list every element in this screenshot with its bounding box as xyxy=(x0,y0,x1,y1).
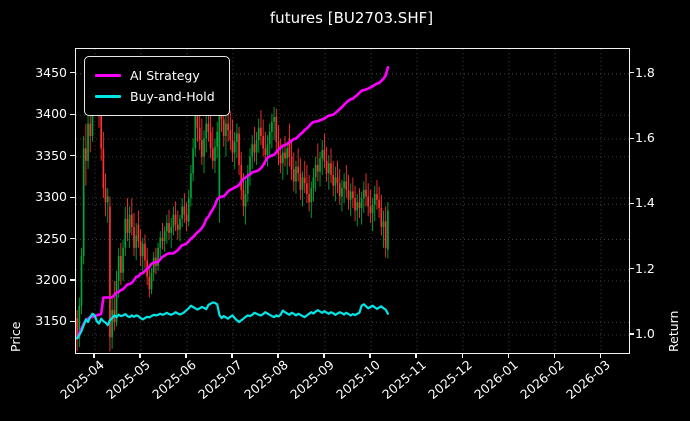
date-tick-label: 2026-02 xyxy=(517,357,567,403)
plot-area: AI Strategy Buy-and-Hold xyxy=(75,48,630,354)
date-tick-mark xyxy=(93,353,95,358)
price-tick-mark xyxy=(70,196,75,198)
return-tick-label: 1.8 xyxy=(635,64,655,80)
date-tick-mark xyxy=(553,353,555,358)
return-tick-mark xyxy=(629,202,634,205)
price-tick-mark xyxy=(70,279,75,281)
date-tick-mark xyxy=(369,353,371,358)
date-tick-label: 2025-11 xyxy=(379,357,429,403)
return-tick-mark xyxy=(629,333,634,335)
price-tick-label: 3200 xyxy=(35,271,67,287)
ai-strategy-line-swatch xyxy=(95,73,121,78)
buy-and-hold-line-swatch xyxy=(95,94,121,99)
legend-label-buy-and-hold: Buy-and-Hold xyxy=(130,89,215,104)
price-tick-mark xyxy=(70,237,75,240)
date-tick-label: 2025-07 xyxy=(195,357,245,403)
price-tick-label: 3450 xyxy=(35,64,67,80)
date-tick-mark xyxy=(277,353,279,358)
price-tick-label: 3400 xyxy=(35,106,67,122)
return-tick-label: 1.4 xyxy=(635,195,655,211)
return-tick-mark xyxy=(629,72,634,74)
price-tick-label: 3350 xyxy=(35,147,67,163)
price-tick-mark xyxy=(70,320,75,322)
price-tick-mark xyxy=(70,155,75,157)
date-tick-mark xyxy=(231,353,233,358)
price-tick-label: 3250 xyxy=(35,230,67,246)
return-tick-label: 1.2 xyxy=(635,260,655,276)
price-tick-label: 3300 xyxy=(35,189,67,205)
date-tick-label: 2025-06 xyxy=(149,357,199,403)
chart-title: futures [BU2703.SHF] xyxy=(269,9,434,27)
date-tick-mark xyxy=(461,353,463,358)
date-tick-label: 2025-04 xyxy=(57,357,107,403)
date-tick-label: 2025-05 xyxy=(103,357,153,403)
legend-label-ai-strategy: AI Strategy xyxy=(130,68,200,83)
date-tick-label: 2026-01 xyxy=(471,357,521,403)
legend: AI Strategy Buy-and-Hold xyxy=(84,56,230,116)
date-tick-label: 2025-09 xyxy=(287,357,337,403)
date-tick-label: 2026-03 xyxy=(563,357,613,403)
date-tick-label: 2025-10 xyxy=(333,357,383,403)
return-tick-mark xyxy=(629,137,634,139)
date-tick-mark xyxy=(507,353,509,358)
date-tick-label: 2025-12 xyxy=(425,357,475,403)
return-tick-label: 1.6 xyxy=(635,130,655,146)
date-tick-mark xyxy=(185,353,187,358)
date-tick-label: 2025-08 xyxy=(241,357,291,403)
date-tick-mark xyxy=(323,353,325,358)
price-tick-mark xyxy=(70,113,75,115)
date-tick-mark xyxy=(599,353,601,358)
date-tick-mark xyxy=(415,353,417,358)
legend-item-buy-and-hold: Buy-and-Hold xyxy=(95,86,215,107)
price-tick-label: 3150 xyxy=(35,313,67,329)
date-tick-mark xyxy=(139,353,141,358)
return-tick-mark xyxy=(629,268,634,270)
return-tick-label: 1.0 xyxy=(635,326,655,342)
price-tick-mark xyxy=(70,72,75,74)
legend-item-ai-strategy: AI Strategy xyxy=(95,65,215,86)
